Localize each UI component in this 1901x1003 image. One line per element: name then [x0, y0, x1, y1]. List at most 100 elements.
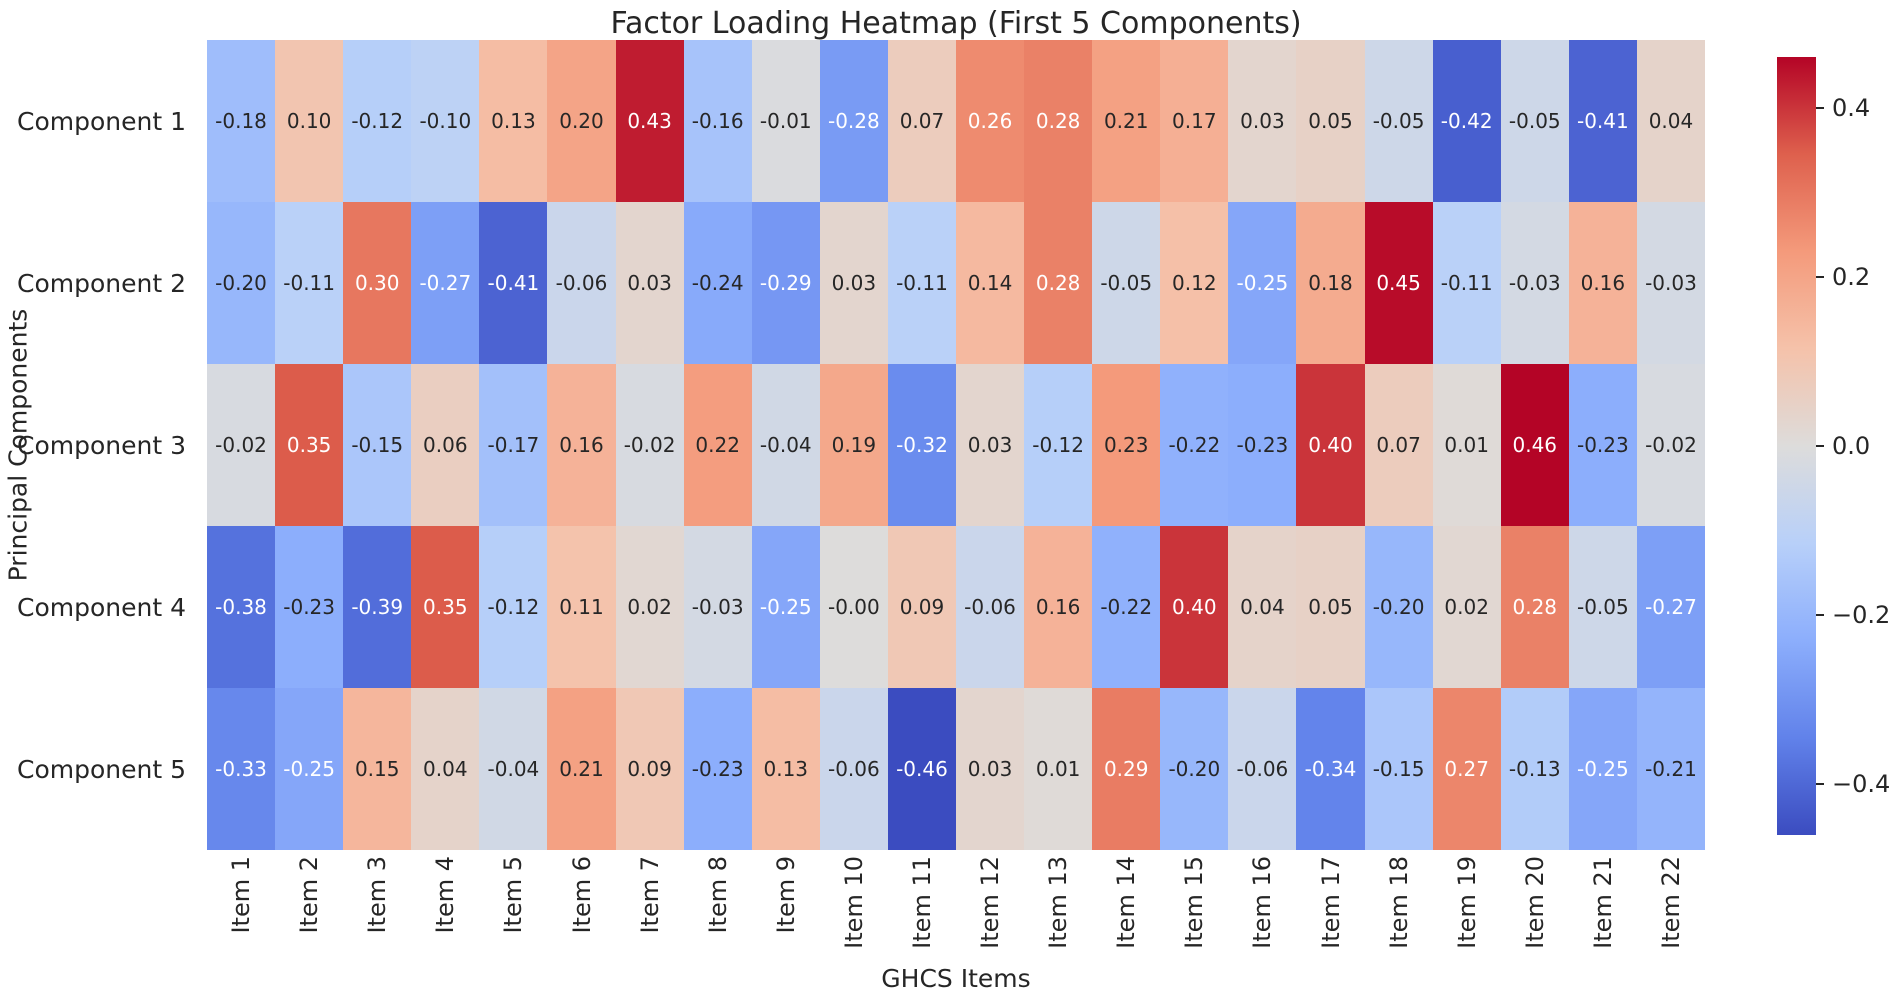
heatmap-cell: 0.21 [547, 688, 616, 850]
heatmap-cell: -0.41 [479, 202, 548, 364]
heatmap-grid: -0.18 0.10 -0.12 -0.10 0.13 0.20 0.43 -0.16 -0.0… [207, 40, 1705, 850]
colorbar-tick-label: −0.2 [1832, 601, 1891, 630]
heatmap-cell: -0.32 [887, 364, 956, 526]
x-tick-label: Item 6 [567, 856, 596, 934]
heatmap-cell: -0.05 [1500, 40, 1569, 202]
x-tick: Item 19 [1433, 856, 1501, 974]
x-tick-label: Item 17 [1316, 856, 1345, 949]
heatmap-cell: -0.02 [1636, 364, 1705, 526]
x-tick-label: Item 5 [499, 856, 528, 934]
heatmap-cell: -0.03 [683, 526, 752, 688]
heatmap-cell: -0.46 [887, 688, 956, 850]
heatmap-cell: 0.46 [1500, 364, 1569, 526]
x-tick: Item 4 [411, 856, 479, 974]
heatmap-cell: 0.26 [956, 40, 1025, 202]
heatmap-cell: -0.25 [1568, 688, 1637, 850]
colorbar-tick-mark [1816, 783, 1824, 786]
x-tick: Item 11 [888, 856, 956, 974]
heatmap-cell: 0.12 [1160, 202, 1229, 364]
heatmap-cell: -0.23 [275, 526, 344, 688]
x-tick: Item 2 [275, 856, 343, 974]
heatmap-cell: 0.03 [615, 202, 684, 364]
heatmap-cell: -0.41 [1568, 40, 1637, 202]
heatmap-cell: -0.13 [1500, 688, 1569, 850]
x-tick: Item 7 [616, 856, 684, 974]
heatmap-cell: -0.15 [1364, 688, 1433, 850]
heatmap-cell: -0.04 [479, 688, 548, 850]
heatmap-cell: 0.28 [1500, 526, 1569, 688]
heatmap-cell: -0.10 [411, 40, 480, 202]
heatmap-cell: 0.03 [956, 364, 1025, 526]
heatmap-cell: -0.11 [275, 202, 344, 364]
heatmap-cell: -0.06 [547, 202, 616, 364]
heatmap-cell: -0.24 [683, 202, 752, 364]
x-tick-label: Item 11 [907, 856, 936, 949]
heatmap-cell: 0.03 [956, 688, 1025, 850]
heatmap-cell: -0.11 [1432, 202, 1501, 364]
x-tick-label: Item 13 [1044, 856, 1073, 949]
y-axis-tick-labels: Component 1 Component 2 Component 3 Compone… [0, 40, 196, 850]
heatmap-cell: -0.28 [819, 40, 888, 202]
colorbar [1777, 57, 1816, 835]
heatmap-cell: -0.25 [275, 688, 344, 850]
heatmap-cell: -0.06 [956, 526, 1025, 688]
heatmap-cell: -0.38 [207, 526, 276, 688]
heatmap-cell: 0.15 [343, 688, 412, 850]
heatmap-cell: 0.01 [1024, 688, 1093, 850]
heatmap-cell: 0.03 [1228, 40, 1297, 202]
heatmap-cell: 0.40 [1160, 526, 1229, 688]
x-tick-label: Item 22 [1657, 856, 1686, 949]
heatmap-cell: 0.02 [1432, 526, 1501, 688]
heatmap-cell: 0.35 [411, 526, 480, 688]
colorbar-tick-mark [1816, 106, 1824, 109]
x-tick: Item 16 [1228, 856, 1296, 974]
heatmap-cell: -0.12 [343, 40, 412, 202]
heatmap-cell: -0.33 [207, 688, 276, 850]
heatmap-cell: -0.22 [1092, 526, 1161, 688]
x-tick: Item 3 [343, 856, 411, 974]
heatmap-cell: 0.04 [1228, 526, 1297, 688]
heatmap-cell: 0.06 [411, 364, 480, 526]
heatmap-cell: -0.25 [1228, 202, 1297, 364]
heatmap-cell: 0.13 [479, 40, 548, 202]
heatmap-cell: 0.11 [547, 526, 616, 688]
x-axis-tick-labels: Item 1 Item 2 Item 3 Item 4 Item 5 Item 6 Item… [207, 856, 1705, 974]
heatmap-cell: 0.30 [343, 202, 412, 364]
heatmap-cell: 0.10 [275, 40, 344, 202]
y-tick-label: Component 1 [17, 106, 186, 136]
x-tick-label: Item 21 [1588, 856, 1617, 949]
x-tick-label: Item 7 [635, 856, 664, 934]
heatmap-cell: -0.23 [1568, 364, 1637, 526]
x-tick-label: Item 18 [1384, 856, 1413, 949]
heatmap-cell: -0.34 [1296, 688, 1365, 850]
heatmap-cell: -0.00 [819, 526, 888, 688]
heatmap-cell: -0.06 [819, 688, 888, 850]
y-tick-label: Component 3 [17, 430, 186, 460]
x-tick: Item 6 [547, 856, 615, 974]
x-tick-label: Item 10 [839, 856, 868, 949]
heatmap-cell: -0.25 [751, 526, 820, 688]
heatmap-cell: 0.07 [1364, 364, 1433, 526]
heatmap-cell: -0.12 [1024, 364, 1093, 526]
heatmap-cell: 0.14 [956, 202, 1025, 364]
heatmap-cell: 0.20 [547, 40, 616, 202]
heatmap-cell: 0.40 [1296, 364, 1365, 526]
heatmap-cell: -0.39 [343, 526, 412, 688]
colorbar-tick-label: 0.4 [1832, 93, 1871, 122]
heatmap-cell: -0.27 [411, 202, 480, 364]
x-tick-label: Item 2 [295, 856, 324, 934]
x-tick-label: Item 9 [771, 856, 800, 934]
heatmap-cell: -0.20 [1160, 688, 1229, 850]
heatmap-cell: 0.21 [1092, 40, 1161, 202]
heatmap-cell: 0.27 [1432, 688, 1501, 850]
heatmap-cell: -0.04 [751, 364, 820, 526]
x-tick: Item 8 [684, 856, 752, 974]
heatmap-cell: -0.23 [683, 688, 752, 850]
heatmap-cell: 0.09 [615, 688, 684, 850]
heatmap-cell: 0.28 [1024, 40, 1093, 202]
heatmap-cell: 0.09 [887, 526, 956, 688]
heatmap-cell: 0.22 [683, 364, 752, 526]
x-axis-label: GHCS Items [881, 964, 1031, 993]
heatmap-cell: 0.16 [547, 364, 616, 526]
heatmap-cell: -0.27 [1636, 526, 1705, 688]
